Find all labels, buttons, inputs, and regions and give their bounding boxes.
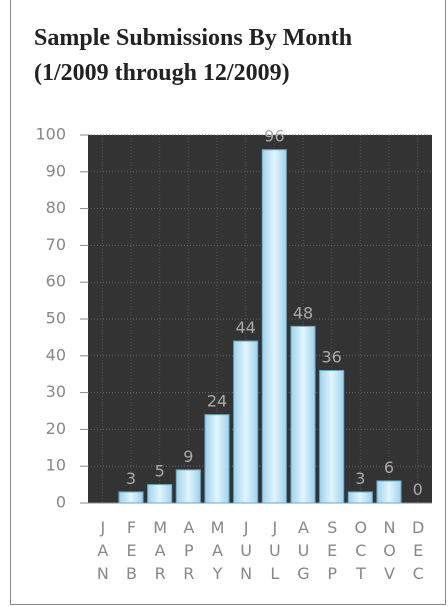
bar <box>204 414 230 504</box>
bar <box>376 480 402 504</box>
y-tick-label: 100 <box>35 125 66 144</box>
bar <box>290 325 316 504</box>
value-label: 44 <box>235 318 255 337</box>
bar <box>261 149 287 504</box>
x-tick-label: MAR <box>150 518 170 587</box>
y-tick-label: 30 <box>46 382 66 401</box>
value-label: 9 <box>183 447 193 466</box>
x-tick-label: MAY <box>208 518 227 587</box>
bar <box>175 469 201 504</box>
value-label: 48 <box>293 303 313 322</box>
x-tick-label: FEB <box>122 518 141 587</box>
chart-title: Sample Submissions By Month <box>34 25 352 51</box>
x-tick-label: JUL <box>265 518 285 587</box>
y-tick-label: 10 <box>46 456 66 475</box>
x-tick-label: JUN <box>236 518 256 587</box>
bar <box>118 491 144 504</box>
panel <box>10 0 446 605</box>
value-label: 5 <box>155 462 165 481</box>
bar <box>233 340 259 504</box>
y-tick-label: 40 <box>46 345 66 364</box>
value-label: 3 <box>126 469 136 488</box>
x-tick-label: AUG <box>294 518 313 587</box>
value-label: 24 <box>207 392 227 411</box>
x-tick-label: DEC <box>408 518 428 587</box>
chart-subtitle: (1/2009 through 12/2009) <box>34 60 290 86</box>
y-tick-label: 60 <box>46 272 66 291</box>
bar <box>319 370 345 504</box>
bar <box>347 491 373 504</box>
value-label: 36 <box>321 348 341 367</box>
y-tick-label: 0 <box>56 493 66 512</box>
y-tick-label: 80 <box>46 198 66 217</box>
y-tick-label: 20 <box>46 419 66 438</box>
x-tick-label: JAN <box>93 518 113 587</box>
y-tick-label: 90 <box>46 161 66 180</box>
x-tick-label: SEP <box>322 518 342 587</box>
y-tick-label: 70 <box>46 235 66 254</box>
x-tick-label: APR <box>179 518 199 587</box>
bar <box>147 484 173 504</box>
x-tick-label: NOV <box>380 518 399 587</box>
value-label: 6 <box>384 458 394 477</box>
value-label: 3 <box>355 469 365 488</box>
x-tick-label: OCT <box>351 518 371 587</box>
value-label: 0 <box>413 480 423 499</box>
y-tick-label: 50 <box>46 309 66 328</box>
value-label: 96 <box>264 127 284 146</box>
